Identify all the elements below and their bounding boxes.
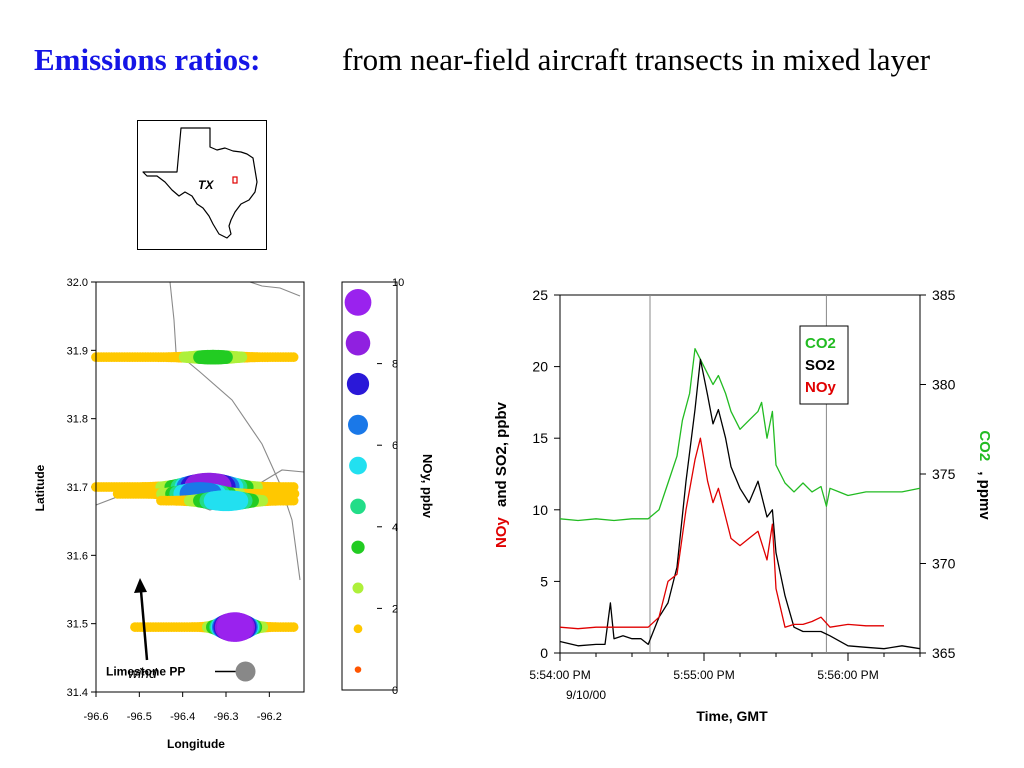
series-line-so2 <box>559 358 921 650</box>
flight-track-point <box>205 349 221 365</box>
wind-label: wind <box>128 665 158 681</box>
map-y-tick-label: 31.9 <box>67 345 88 357</box>
legend-so2: SO2 <box>805 357 835 374</box>
noy-colorbar: 0 2 4 6 8 10 NOy, ppbv <box>341 277 435 697</box>
ts-x-tick-label: 5:54:00 PM <box>529 668 590 682</box>
colorbar-tick-label: 8 <box>392 359 398 371</box>
ts-y-label-rest: and SO2, ppbv <box>493 401 510 507</box>
map-plot-frame <box>95 281 305 693</box>
ts-right-tick-label: 385 <box>932 287 956 303</box>
map-y-tick-label: 32.0 <box>67 277 88 289</box>
flight-track-map: 31.4 31.5 31.6 31.7 31.8 31.9 32.0 -96.6 -96.5 -… <box>33 277 305 751</box>
ts-y-axis-label-right: CO2 , ppmv <box>976 430 993 520</box>
colorbar-swatch <box>346 372 370 396</box>
map-x-axis-label: Longitude <box>167 737 225 751</box>
ts-plot-frame <box>559 294 921 654</box>
colorbar-swatch <box>354 666 362 673</box>
colorbar-swatch <box>345 330 371 356</box>
map-x-tick-label: -96.2 <box>257 711 282 723</box>
ts-date-label: 9/10/00 <box>566 688 606 702</box>
slide-subtitle: from near-field aircraft transects in mi… <box>342 42 931 77</box>
ts-y-label-co2: CO2 <box>976 430 993 461</box>
ts-x-tick-label: 5:56:00 PM <box>817 668 878 682</box>
ts-right-tick-label: 375 <box>932 466 956 482</box>
wind-arrow-shaft <box>139 590 149 661</box>
wind-arrow-icon <box>134 578 147 593</box>
map-x-tick-label: -96.6 <box>83 711 108 723</box>
ts-left-tick-label: 0 <box>540 645 548 661</box>
ts-right-tick-label: 365 <box>932 645 956 661</box>
colorbar-label: NOy, ppbv <box>420 454 435 519</box>
colorbar-swatch <box>350 498 366 515</box>
flight-track-point <box>215 490 237 512</box>
colorbar-swatch <box>353 624 363 634</box>
time-series-chart: 0 5 10 15 20 25 365 370 375 380 385 5:54:00 PM 5:55:… <box>493 287 993 724</box>
colorbar-swatch <box>351 540 365 554</box>
ts-left-tick-label: 15 <box>532 430 548 446</box>
ts-left-tick-label: 10 <box>532 502 548 518</box>
ts-y-axis-label-left: NOy and SO2, ppbv <box>493 401 510 548</box>
colorbar-tick-label: 4 <box>392 522 398 534</box>
flight-track-point <box>218 612 249 642</box>
map-y-tick-label: 31.5 <box>67 619 88 631</box>
colorbar-swatch <box>349 456 367 475</box>
map-y-tick-label: 31.6 <box>67 550 88 562</box>
map-y-tick-label: 31.8 <box>67 414 88 426</box>
map-y-axis-label: Latitude <box>33 464 47 511</box>
colorbar-tick-label: 2 <box>392 603 398 615</box>
ts-left-tick-label: 5 <box>540 573 548 589</box>
legend-noy: NOy <box>805 379 837 396</box>
colorbar-swatch <box>352 582 364 594</box>
study-area-marker <box>232 176 238 184</box>
source-label: Limestone PP <box>106 665 185 679</box>
slide-title: Emissions ratios: <box>34 42 261 77</box>
map-x-tick-label: -96.5 <box>127 711 152 723</box>
map-y-tick-label: 31.7 <box>67 482 88 494</box>
legend-co2: CO2 <box>805 335 836 352</box>
colorbar-tick-label: 10 <box>392 277 404 289</box>
inset-map-frame <box>137 120 267 250</box>
ts-left-tick-label: 20 <box>532 359 548 375</box>
map-x-tick-label: -96.3 <box>213 711 238 723</box>
texas-outline <box>142 127 258 239</box>
ts-x-tick-label: 5:55:00 PM <box>673 668 734 682</box>
power-plant-marker <box>235 661 256 682</box>
ts-right-tick-label: 370 <box>932 556 956 572</box>
ts-legend-box <box>799 325 849 405</box>
ts-legend: CO2 SO2 NOy <box>799 325 849 405</box>
colorbar-tick-label: 0 <box>392 685 398 697</box>
ts-right-tick-label: 380 <box>932 377 956 393</box>
series-line-co2 <box>559 348 921 522</box>
colorbar-tick-label: 6 <box>392 440 398 452</box>
map-y-tick-label: 31.4 <box>67 687 88 699</box>
map-background-lines <box>95 281 305 581</box>
colorbar-swatch <box>344 289 372 316</box>
series-line-noy <box>559 437 884 630</box>
ts-y-label-ppmv: , ppmv <box>976 471 993 520</box>
texas-inset-map: TX <box>137 120 267 250</box>
county-line-1 <box>169 281 301 581</box>
ts-left-tick-label: 25 <box>532 287 548 303</box>
ts-y-label-noy: NOy <box>493 517 510 549</box>
county-line-3 <box>249 281 301 297</box>
colorbar-swatch <box>347 414 369 435</box>
inset-state-label: TX <box>198 178 214 192</box>
ts-x-axis-label: Time, GMT <box>696 708 768 724</box>
map-x-tick-label: -96.4 <box>170 711 195 723</box>
